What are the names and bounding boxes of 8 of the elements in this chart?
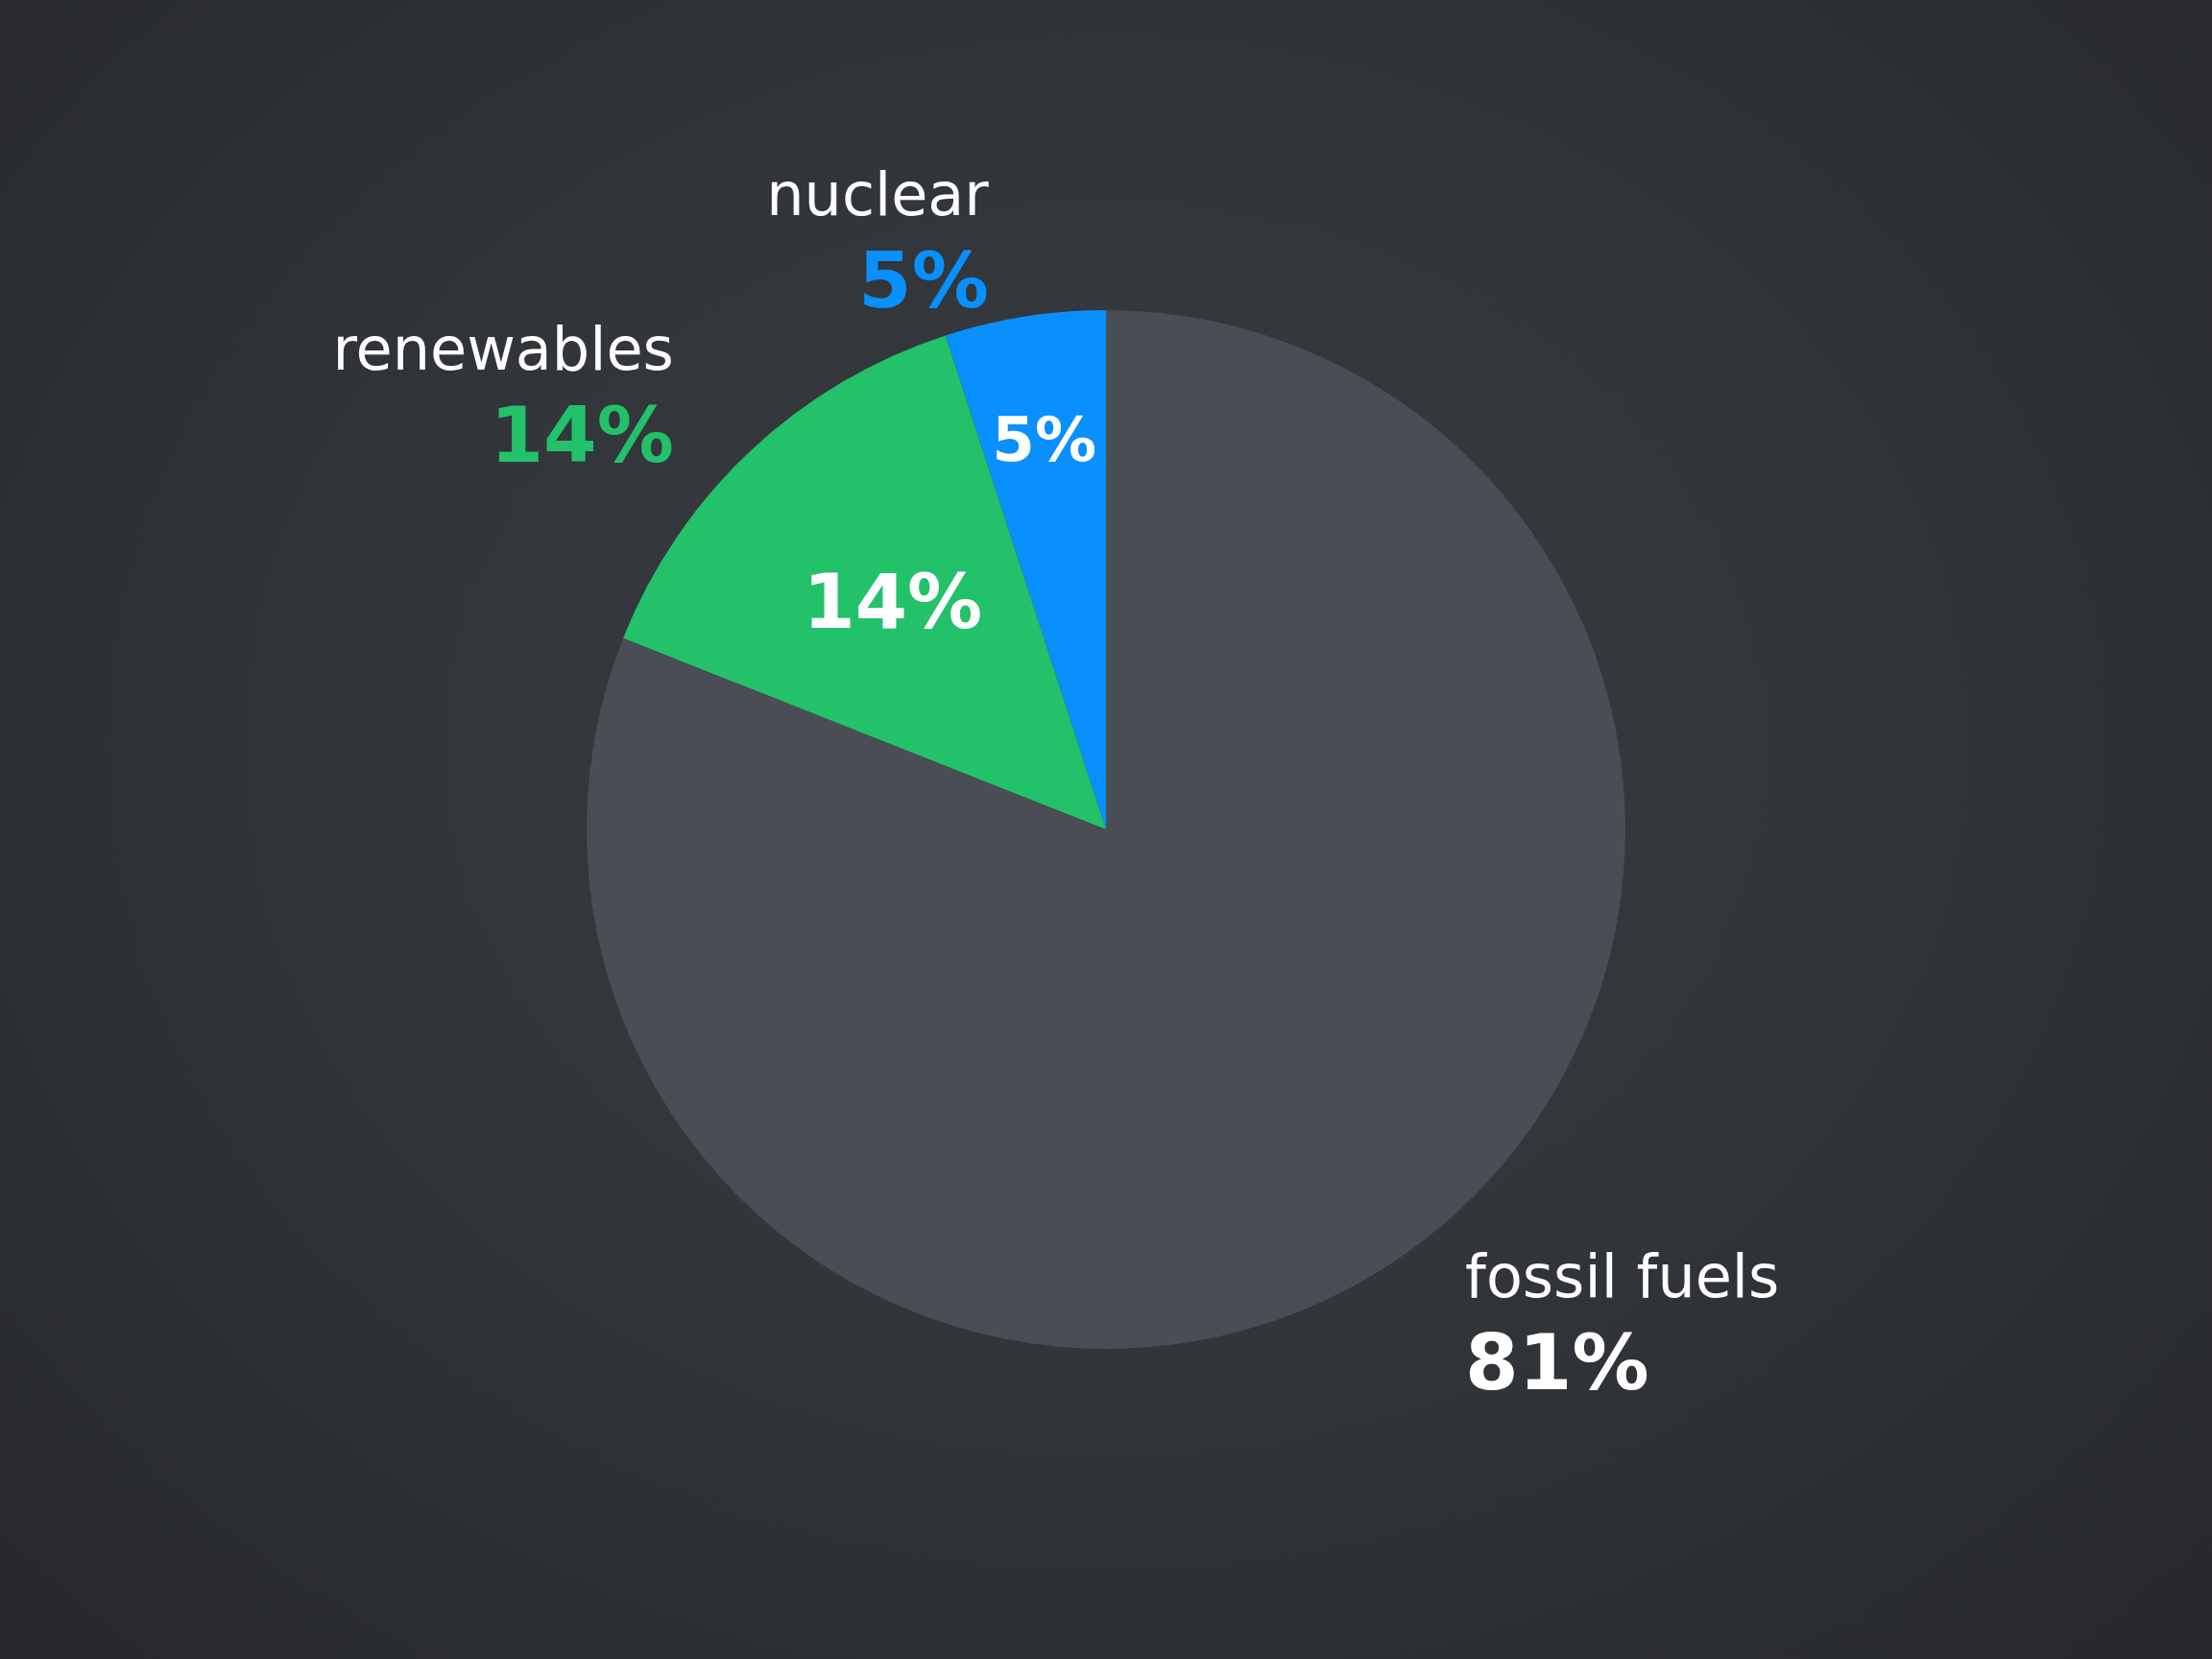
slice-label: renewables bbox=[332, 313, 674, 384]
data-label: 81% bbox=[1465, 1318, 1649, 1408]
slice-label: fossil fuels bbox=[1465, 1241, 1780, 1312]
slice-label: nuclear bbox=[766, 159, 990, 230]
text: 14% bbox=[803, 559, 983, 646]
text: 5% bbox=[992, 403, 1097, 475]
data-label: 14% bbox=[490, 390, 674, 480]
data-label: 5% bbox=[858, 236, 989, 326]
